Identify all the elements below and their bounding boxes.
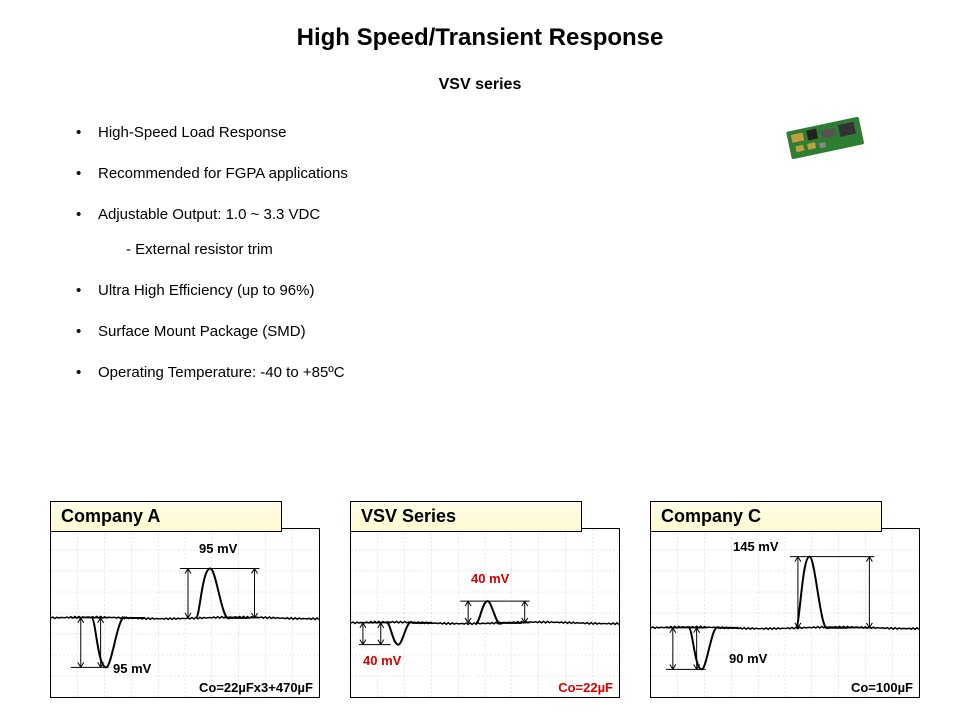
page-subtitle: VSV series [0, 76, 960, 94]
chart-annotation: 40 mV [363, 653, 401, 668]
feature-item: Operating Temperature: -40 to +85ºC [70, 362, 890, 383]
pcb-board-image [780, 112, 870, 162]
chart-header: Company C [650, 501, 882, 532]
feature-text: Surface Mount Package (SMD) [98, 323, 306, 340]
chart-footer: Co=100µF [851, 680, 913, 695]
page-title: High Speed/Transient Response [0, 0, 960, 52]
chart-annotation: 145 mV [733, 539, 779, 554]
chart-footer: Co=22µF [558, 680, 613, 695]
chart-header: Company A [50, 501, 282, 532]
feature-item: Adjustable Output: 1.0 ~ 3.3 VDC - Extern… [70, 204, 890, 260]
chart-body: 40 mV 40 mV Co=22µF [350, 528, 620, 698]
chart-header: VSV Series [350, 501, 582, 532]
chart-annotation: 40 mV [471, 571, 509, 586]
chart-footer: Co=22µFx3+470µF [199, 680, 313, 695]
chart-panel: VSV Series 40 mV 40 mV Co=22µF [350, 501, 620, 698]
chart-body: 145 mV 90 mV Co=100µF [650, 528, 920, 698]
chart-annotation: 90 mV [729, 651, 767, 666]
feature-text: Recommended for FGPA applications [98, 165, 348, 182]
feature-sub-item: - External resistor trim [126, 239, 890, 260]
content-area: High-Speed Load Response Recommended for … [0, 94, 960, 383]
chart-panel: Company C 145 mV 90 mV Co=100µF [650, 501, 920, 698]
feature-item: High-Speed Load Response [70, 122, 890, 143]
chart-annotation: 95 mV [199, 541, 237, 556]
chart-annotation: 95 mV [113, 661, 151, 676]
feature-text: Adjustable Output: 1.0 ~ 3.3 VDC [98, 206, 320, 223]
feature-item: Surface Mount Package (SMD) [70, 321, 890, 342]
chart-body: 95 mV 95 mV Co=22µFx3+470µF [50, 528, 320, 698]
feature-text: High-Speed Load Response [98, 124, 286, 141]
feature-text: Ultra High Efficiency (up to 96%) [98, 282, 314, 299]
feature-list: High-Speed Load Response Recommended for … [70, 122, 890, 383]
feature-text: Operating Temperature: -40 to +85ºC [98, 364, 345, 381]
chart-panel: Company A 95 mV 95 mV Co=22µFx3+470µF [50, 501, 320, 698]
feature-item: Ultra High Efficiency (up to 96%) [70, 280, 890, 301]
charts-row: Company A 95 mV 95 mV Co=22µFx3+470µF VSV Se… [50, 501, 920, 698]
feature-item: Recommended for FGPA applications [70, 163, 890, 184]
